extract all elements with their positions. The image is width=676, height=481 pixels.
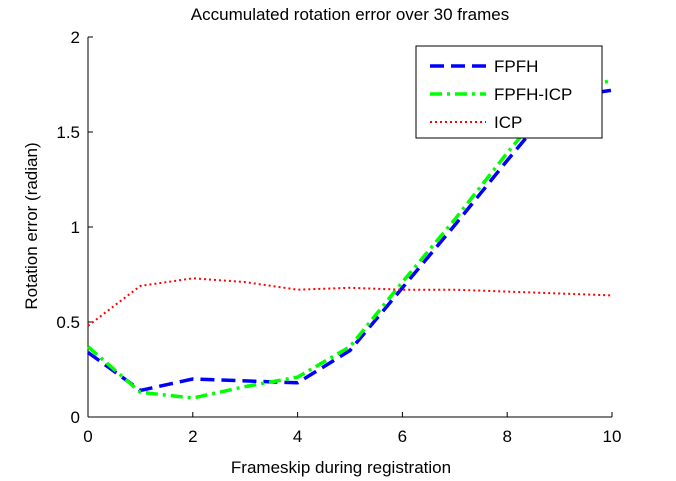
x-tick-label: 10	[603, 427, 622, 446]
legend: FPFH FPFH-ICP ICP	[415, 45, 603, 139]
legend-label-icp: ICP	[494, 113, 522, 132]
series-line-icp	[87, 277, 613, 327]
x-tick-label: 0	[83, 427, 92, 446]
y-tick-label: 1.5	[56, 123, 80, 142]
legend-label-fpfh-icp: FPFH-ICP	[494, 85, 572, 104]
x-tick-label: 6	[398, 427, 407, 446]
chart-title: Accumulated rotation error over 30 frame…	[191, 5, 509, 24]
y-tick-label: 0.5	[56, 313, 80, 332]
x-tick-label: 2	[188, 427, 197, 446]
y-tick-label: 1	[71, 218, 80, 237]
y-axis-label: Rotation error (radian)	[22, 142, 41, 309]
plot-area: 0 2 4 6 8 10 0 0.5 1 1.5 2	[56, 28, 621, 446]
x-tick-label: 8	[502, 427, 511, 446]
series-line-fpfh	[86, 88, 613, 393]
series-line-fpfh-icp	[86, 78, 613, 400]
y-tick-label: 2	[71, 28, 80, 47]
x-axis-label: Frameskip during registration	[231, 458, 451, 477]
x-tick-label: 4	[293, 427, 302, 446]
legend-label-fpfh: FPFH	[494, 57, 538, 76]
y-tick-label: 0	[71, 408, 80, 427]
